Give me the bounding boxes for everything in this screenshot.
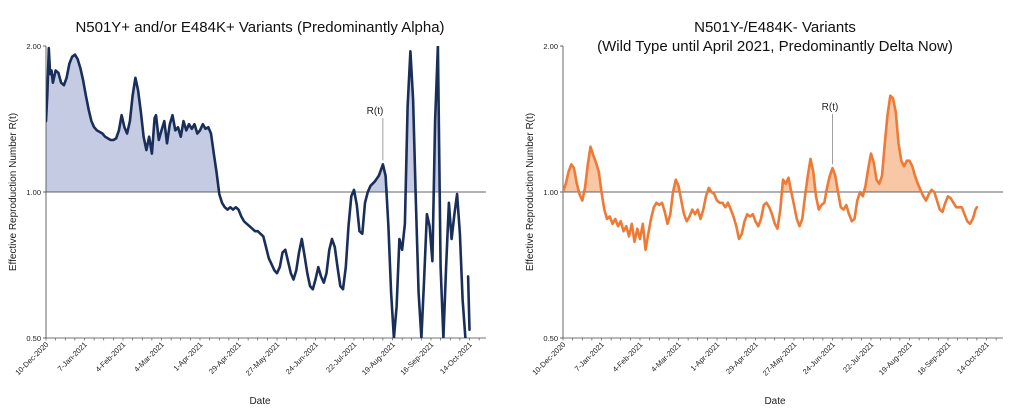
chart-right-x-tick-label: 19-Aug-2021 — [877, 340, 914, 377]
chart-right-x-axis-label: Date — [764, 396, 786, 407]
chart-left-x-tick-label: 1-Apr-2021 — [172, 340, 205, 373]
chart-left-y-tick-label: 0.50 — [26, 334, 41, 343]
chart-right-x-tick-label: 10-Dec-2020 — [530, 340, 567, 377]
chart-left-x-axis-label: Date — [249, 396, 271, 407]
chart-left-x-tick-label: 14-Oct-2021 — [438, 340, 474, 376]
chart-right-title: N501Y-/E484K- Variants — [694, 19, 856, 36]
chart-left-series-line-0 — [46, 46, 467, 338]
chart-right-x-tick-label: 4-Mar-2021 — [649, 340, 683, 374]
chart-right-annotation-label: R(t) — [822, 102, 839, 113]
chart-left-annotation-label: R(t) — [367, 106, 384, 117]
chart-left-x-tick-label: 19-Aug-2021 — [360, 340, 397, 377]
chart-right-y-tick-label: 0.50 — [543, 334, 558, 343]
chart-right-x-tick-label: 7-Jan-2021 — [573, 340, 606, 373]
chart-right-y-tick-label: 2.00 — [543, 42, 558, 51]
chart-left-x-tick-label: 4-Feb-2021 — [94, 340, 128, 374]
chart-right-series-line-0 — [563, 94, 979, 252]
chart-left-x-tick-label: 29-Apr-2021 — [207, 340, 243, 376]
chart-right-x-tick-label: 27-May-2021 — [761, 340, 799, 378]
chart-left-x-tick-label: 22-Jul-2021 — [324, 340, 358, 374]
chart-right-subtitle: (Wild Type until April 2021, Predominant… — [597, 38, 953, 55]
chart-right-x-tick-label: 4-Feb-2021 — [611, 340, 645, 374]
chart-right-x-tick-label: 22-Jul-2021 — [841, 340, 875, 374]
chart-right-x-tick-label: 1-Apr-2021 — [689, 340, 722, 373]
chart-right-x-tick-label: 14-Oct-2021 — [955, 340, 991, 376]
chart-left-area-fill-0 — [46, 46, 466, 192]
chart-right: N501Y-/E484K- Variants (Wild Type until … — [525, 19, 1003, 407]
chart-right-x-tick-label: 16-Sep-2021 — [915, 340, 952, 377]
chart-right-y-axis-label: Effective Reproduction Number R(t) — [525, 113, 536, 271]
chart-left-y-axis-label: Effective Reproduction Number R(t) — [8, 113, 19, 271]
chart-right-x-tick-label: 24-Jun-2021 — [801, 340, 837, 376]
chart-left: N501Y+ and/or E484K+ Variants (Predomina… — [8, 19, 486, 407]
chart-left-y-tick-label: 2.00 — [26, 42, 41, 51]
chart-left-title: N501Y+ and/or E484K+ Variants (Predomina… — [75, 19, 444, 36]
chart-left-x-tick-label: 27-May-2021 — [244, 340, 282, 378]
chart-left-x-tick-label: 4-Mar-2021 — [132, 340, 166, 374]
chart-left-x-tick-label: 24-Jun-2021 — [284, 340, 320, 376]
chart-left-x-tick-label: 16-Sep-2021 — [398, 340, 435, 377]
chart-left-y-tick-label: 1.00 — [26, 188, 41, 197]
chart-left-x-tick-label: 7-Jan-2021 — [56, 340, 89, 373]
chart-left-x-tick-label: 10-Dec-2020 — [13, 340, 50, 377]
chart-left-series-line-1 — [466, 275, 471, 331]
chart-right-x-tick-label: 29-Apr-2021 — [724, 340, 760, 376]
chart-right-y-tick-label: 1.00 — [543, 188, 558, 197]
